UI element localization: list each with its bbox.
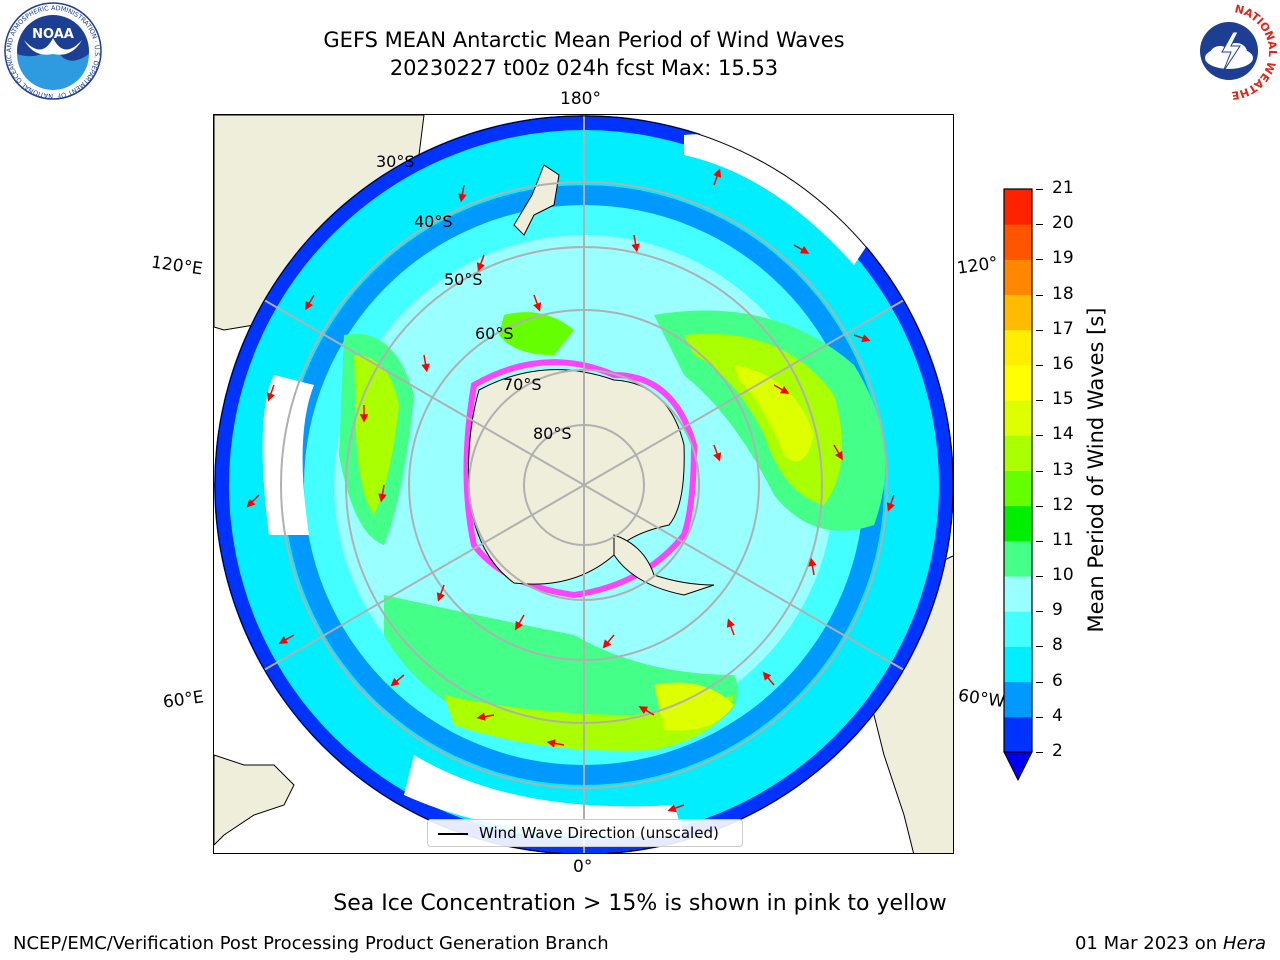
colorbar-tick-label: 17 — [1052, 318, 1074, 339]
colorbar-tick-mark — [1036, 189, 1043, 190]
colorbar-bin-5 — [1004, 540, 1032, 577]
footer-credit: NCEP/EMC/Verification Post Processing Pr… — [13, 933, 609, 954]
footer-host: Hera — [1222, 933, 1266, 954]
lat-label-60s: 60°S — [475, 324, 514, 343]
lat-label-50s: 50°S — [444, 270, 483, 289]
colorbar-tick-mark — [1036, 400, 1043, 402]
colorbar-bin-7 — [1004, 470, 1032, 507]
colorbar-bin-8 — [1004, 435, 1032, 471]
chart-title-line2: 20230227 t00z 024h fcst Max: 15.53 — [389, 56, 779, 80]
colorbar-tick-mark — [1036, 716, 1043, 718]
nws-logo: NATIONAL WEATHER SERVICE — [1178, 2, 1279, 100]
footer-date-text: 01 Mar 2023 on — [1074, 933, 1218, 954]
lon-label-lower-right: 60°W — [956, 685, 1007, 713]
colorbar-bin-10 — [1004, 364, 1032, 401]
lat-label-80s: 80°S — [533, 424, 572, 443]
colorbar-tick-label: 13 — [1052, 459, 1074, 480]
polar-map: Wind Wave Direction (unscaled) — [213, 114, 954, 854]
colorbar-bin-4 — [1004, 576, 1032, 612]
colorbar-bin-14 — [1004, 224, 1032, 260]
noaa-logo: NATIONAL OCEANIC AND ATMOSPHERIC ADMINIS… — [2, 2, 102, 100]
colorbar-tick-mark — [1036, 364, 1043, 366]
colorbar-tick-label: 10 — [1052, 565, 1074, 586]
colorbar-tick-mark — [1036, 224, 1043, 226]
colorbar-tick-label: 12 — [1052, 494, 1074, 515]
colorbar-tick-label: 2 — [1052, 741, 1063, 761]
colorbar-tick-label: 20 — [1052, 213, 1074, 234]
legend-line-swatch — [438, 833, 468, 835]
colorbar-bin-2 — [1004, 646, 1032, 683]
colorbar-bin-9 — [1004, 400, 1032, 436]
legend-label: Wind Wave Direction (unscaled) — [479, 824, 719, 842]
colorbar-tick-label: 8 — [1052, 635, 1063, 656]
colorbar-bin-11 — [1004, 329, 1032, 366]
colorbar-bin-0 — [1004, 716, 1032, 753]
colorbar-tick-label: 21 — [1052, 178, 1074, 198]
colorbar-bin-15 — [1004, 189, 1032, 225]
colorbar-tick-mark — [1036, 329, 1043, 331]
colorbar-tick-label: 14 — [1052, 424, 1074, 445]
lon-label-top: 180° — [560, 89, 601, 109]
footer-date: 01 Mar 2023 on Hera — [1075, 933, 1266, 954]
lat-label-30s: 30°S — [376, 152, 415, 171]
colorbar-tick-mark — [1036, 435, 1043, 437]
colorbar-tick-mark — [1036, 681, 1043, 683]
colorbar-bin-6 — [1004, 505, 1032, 542]
lon-label-upper-right: 120° — [955, 253, 1000, 279]
noaa-logo-text: NOAA — [32, 27, 74, 42]
map-legend: Wind Wave Direction (unscaled) — [427, 819, 743, 847]
colorbar-tick-label: 11 — [1052, 529, 1074, 550]
colorbar-tick-label: 15 — [1052, 389, 1074, 410]
colorbar-bin-3 — [1004, 611, 1032, 647]
colorbar-extend-arrow — [1003, 751, 1033, 782]
colorbar-tick-mark — [1036, 576, 1043, 578]
lon-label-lower-left: 60°E — [161, 687, 206, 713]
colorbar-bin-1 — [1004, 681, 1032, 718]
lon-label-upper-left: 120°E — [149, 252, 204, 280]
colorbar-tick-mark — [1036, 752, 1043, 753]
chart-title-line1: GEFS MEAN Antarctic Mean Period of Wind … — [323, 28, 845, 52]
lat-label-70s: 70°S — [503, 375, 542, 394]
colorbar-tick-mark — [1036, 259, 1043, 261]
colorbar-tick-label: 9 — [1052, 600, 1063, 621]
colorbar-tick-label: 19 — [1052, 248, 1074, 269]
colorbar-tick-mark — [1036, 646, 1043, 648]
colorbar-bin-12 — [1004, 294, 1032, 331]
colorbar-tick-mark — [1036, 611, 1043, 613]
colorbar-tick-label: 16 — [1052, 353, 1074, 374]
colorbar-tick-mark — [1036, 505, 1043, 507]
colorbar-label: Mean Period of Wind Waves [s] — [1084, 307, 1108, 633]
lat-label-40s: 40°S — [414, 212, 453, 231]
wave-direction-arrows — [246, 168, 895, 813]
polar-map-canvas — [214, 115, 953, 853]
colorbar-tick-mark — [1036, 540, 1043, 542]
lon-label-bottom: 0° — [573, 857, 593, 877]
sea-ice-caption: Sea Ice Concentration > 15% is shown in … — [333, 891, 947, 916]
colorbar-tick-label: 18 — [1052, 283, 1074, 304]
colorbar — [1003, 188, 1033, 782]
colorbar-tick-label: 6 — [1052, 670, 1063, 691]
colorbar-tick-mark — [1036, 294, 1043, 296]
colorbar-tick-mark — [1036, 470, 1043, 472]
colorbar-bin-13 — [1004, 259, 1032, 296]
colorbar-tick-label: 4 — [1052, 705, 1063, 726]
